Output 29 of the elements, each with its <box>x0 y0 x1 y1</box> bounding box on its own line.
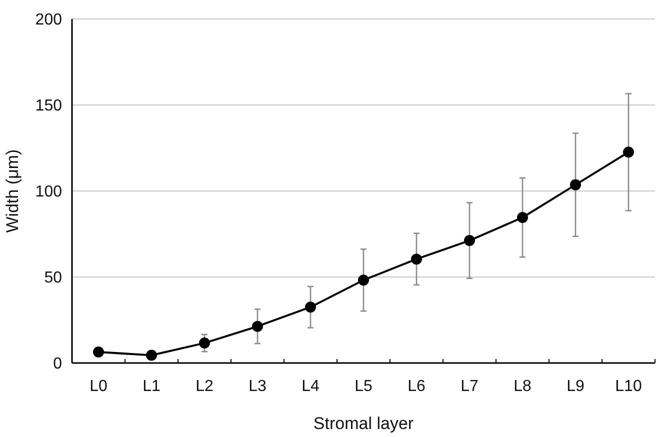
x-tick-label: L10 <box>615 378 642 395</box>
point <box>199 338 210 349</box>
point <box>517 212 528 223</box>
point <box>570 179 581 190</box>
point <box>252 320 263 332</box>
x-tick-label: L8 <box>514 378 532 395</box>
x-axis-title: Stromal layer <box>313 414 414 433</box>
x-tick-label: L1 <box>142 378 160 395</box>
point <box>305 302 316 313</box>
point <box>358 274 369 286</box>
y-tick-label: 50 <box>44 270 62 287</box>
x-tick-label: L7 <box>460 378 478 395</box>
y-tick-label: 100 <box>35 184 62 201</box>
x-tick-label: L4 <box>302 378 320 395</box>
y-tick-label: 200 <box>35 12 62 29</box>
x-tick-label: L6 <box>408 378 426 395</box>
y-tick-label: 0 <box>53 356 62 373</box>
x-tick-label: L2 <box>196 378 214 395</box>
x-tick-label: L9 <box>566 378 584 395</box>
point <box>93 346 104 358</box>
y-axis-title: Width (μm) <box>3 149 22 233</box>
y-tick-label: 150 <box>35 98 62 115</box>
x-tick-label: L3 <box>248 378 266 395</box>
point <box>411 254 422 265</box>
x-tick-label: L0 <box>90 378 108 395</box>
point <box>623 146 634 158</box>
x-tick-label: L5 <box>354 378 372 395</box>
point <box>464 235 475 246</box>
point <box>146 350 157 361</box>
